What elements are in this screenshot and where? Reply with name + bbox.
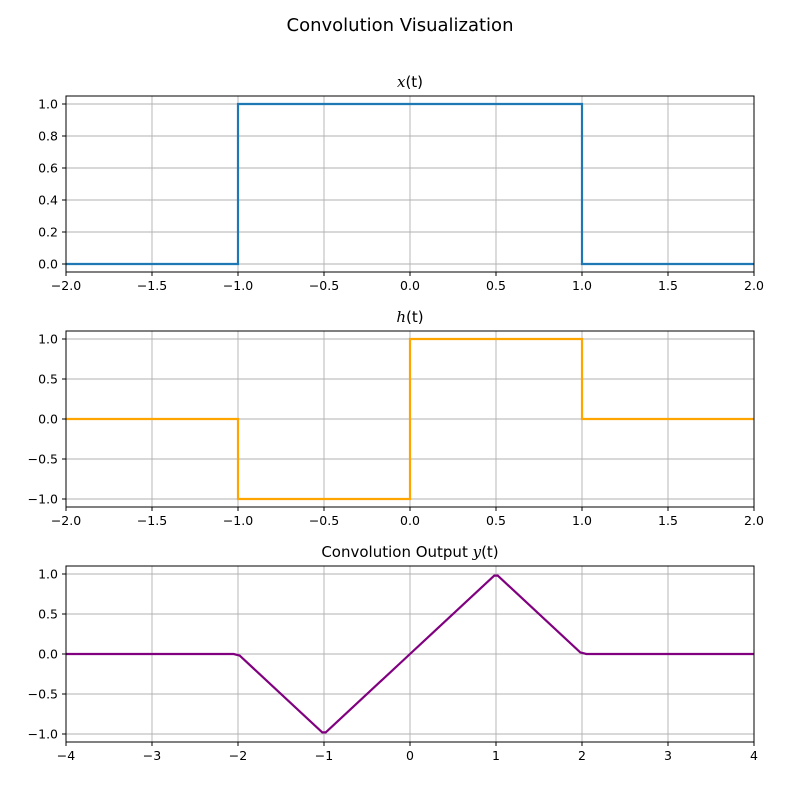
x-tick-label: −2 — [229, 748, 247, 763]
x-tick-label: 4 — [750, 748, 758, 763]
x-tick-label: 3 — [664, 748, 672, 763]
y-tick-label: 1.0 — [38, 332, 58, 347]
subplot-title-symbol: h — [396, 308, 406, 326]
y-tick-label: −1.0 — [28, 727, 58, 742]
y-tick-label: 0.5 — [38, 607, 58, 622]
y-tick-label: 1.0 — [38, 567, 58, 582]
x-tick-label: 2.0 — [744, 513, 764, 528]
x-tick-label: 0.5 — [486, 278, 506, 293]
x-tick-label: −1.0 — [223, 278, 253, 293]
y-tick-label: 0.8 — [38, 129, 58, 144]
x-tick-label: 2.0 — [744, 278, 764, 293]
y-tick-label: 0.6 — [38, 161, 58, 176]
subplot-title: x(t) — [397, 73, 423, 91]
x-tick-label: 1.0 — [572, 513, 592, 528]
subplot-title: h(t) — [396, 308, 423, 326]
y-tick-label: 0.2 — [38, 225, 58, 240]
x-tick-label: 1.5 — [658, 278, 678, 293]
y-tick-label: 0.0 — [38, 647, 58, 662]
x-tick-label: −1.5 — [137, 513, 167, 528]
subplot-title-text: Convolution Output — [321, 543, 472, 561]
x-tick-label: −1.0 — [223, 513, 253, 528]
y-tick-label: −0.5 — [28, 687, 58, 702]
subplot-title-arg: (t) — [406, 308, 424, 326]
series-line — [66, 337, 754, 501]
x-tick-label: −4 — [57, 748, 75, 763]
x-tick-label: −0.5 — [309, 278, 339, 293]
y-tick-label: 0.0 — [38, 257, 58, 272]
y-tick-label: −0.5 — [28, 452, 58, 467]
series-line — [66, 102, 754, 266]
y-tick-label: 0.4 — [38, 193, 58, 208]
subplot-title-arg: (t) — [481, 543, 499, 561]
series-line — [66, 574, 754, 734]
x-tick-label: −2.0 — [51, 513, 81, 528]
x-tick-label: 1 — [492, 748, 500, 763]
subplot-title-symbol: y — [472, 543, 482, 561]
subplots: x(t)−2.0 −1.5 −1.0 −0.5 0.0 0.5 1.0 1.5 2.00.00.… — [28, 73, 764, 763]
subplot-title-arg: (t) — [405, 73, 423, 91]
y-tick-label: −1.0 — [28, 492, 58, 507]
x-tick-label: −1.5 — [137, 278, 167, 293]
x-tick-label: 0.5 — [486, 513, 506, 528]
x-tick-label: 1.5 — [658, 513, 678, 528]
subplot-2: h(t) −2.0 −1.5 −1.0 −0.5 0.0 0.5 1.0 1.5 2.0 −1.0 −… — [28, 308, 764, 528]
x-tick-label: −3 — [143, 748, 161, 763]
x-tick-label: −1 — [315, 748, 333, 763]
x-tick-label: 1.0 — [572, 278, 592, 293]
x-tick-label: 0 — [406, 748, 414, 763]
subplot-title-symbol: x — [397, 73, 406, 91]
x-tick-label: 2 — [578, 748, 586, 763]
subplot-1: x(t) −2.0 −1.5 −1.0 −0.5 0.0 0.5 1.0 1.5 2.0 0.0 0.… — [38, 73, 764, 293]
y-tick-label: 1.0 — [38, 97, 58, 112]
figure-title: Convolution Visualization — [287, 15, 514, 36]
x-tick-label: 0.0 — [400, 278, 420, 293]
y-tick-label: 0.5 — [38, 372, 58, 387]
x-tick-label: 0.0 — [400, 513, 420, 528]
x-tick-label: −0.5 — [309, 513, 339, 528]
subplot-3: Convolution Output y(t) −4 −3 −2 −1 0 1 2 3 4 −1.0… — [28, 543, 758, 763]
subplot-title: Convolution Output y(t) — [321, 543, 498, 561]
x-tick-label: −2.0 — [51, 278, 81, 293]
y-tick-label: 0.0 — [38, 412, 58, 427]
